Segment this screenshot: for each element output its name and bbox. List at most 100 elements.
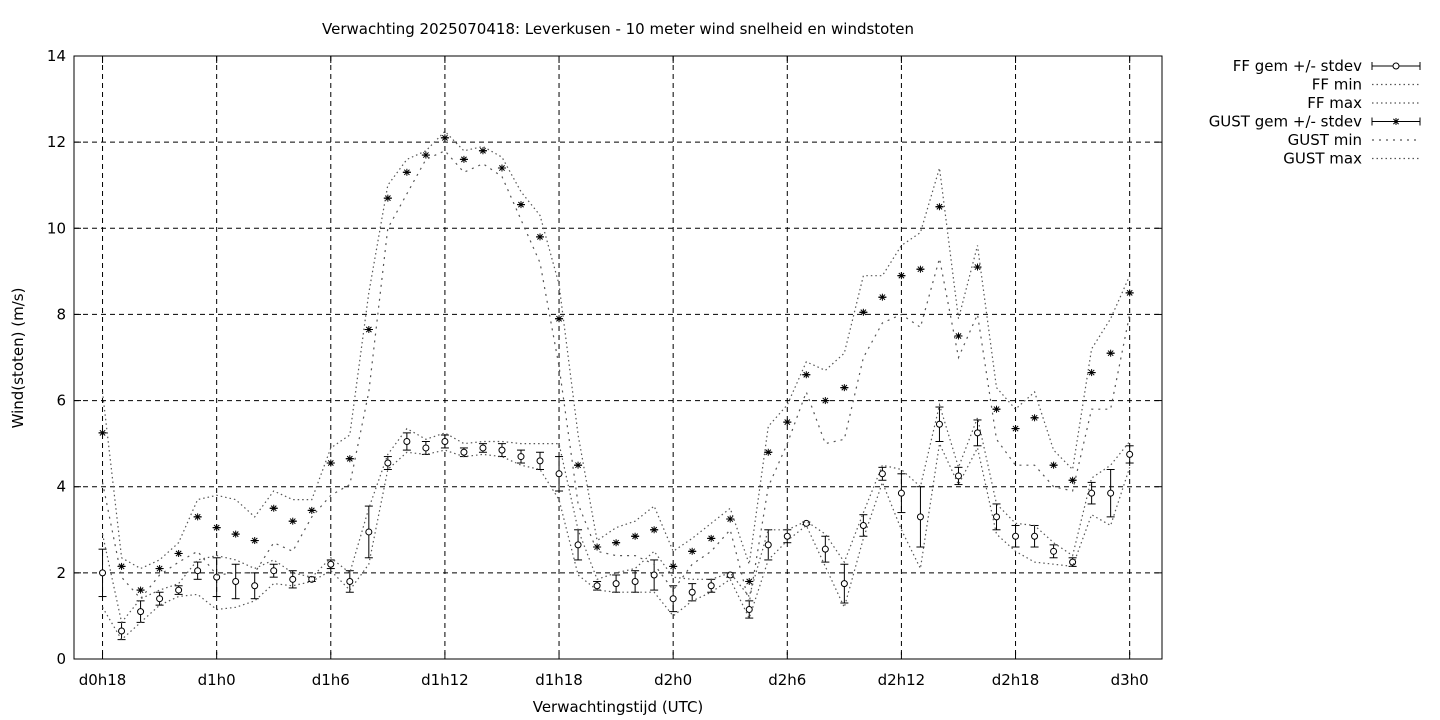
data-point-stroke [346,455,353,462]
data-point-stroke [289,518,296,525]
series-line-gust-min [101,150,1131,604]
data-point-stroke [784,419,791,426]
data-point-stroke [556,315,563,322]
data-point-stroke [746,578,753,585]
y-tick-label: 14 [47,47,66,65]
data-point [916,513,924,521]
data-point-stroke [441,134,448,141]
data-point [270,504,278,512]
data-point [460,448,468,456]
data-point [289,575,297,583]
data-point [213,573,221,581]
data-point-stroke [1107,350,1114,357]
data-point-stroke [594,544,601,550]
data-point-stroke [1069,477,1076,484]
data-point [612,580,620,588]
data-point-stroke [213,524,220,531]
series-ff-gem-stdev [98,406,1134,641]
data-point [251,537,259,545]
data-point [935,420,943,428]
x-tick-label: d1h12 [421,671,469,689]
data-point-stroke [232,531,239,538]
x-tick-label: d1h6 [312,671,350,689]
legend-marker-ff-gem-stdev [1392,62,1400,70]
data-point [213,524,221,532]
data-point-stroke [917,266,924,273]
data-point-stroke [1088,369,1095,376]
data-point [1126,289,1134,297]
data-point [346,577,354,585]
legend-label-gust-max: GUST max [1283,150,1362,168]
data-point-stroke [194,513,201,520]
data-point [1088,489,1096,497]
data-point [878,470,886,478]
data-point [536,233,544,241]
data-point [897,489,905,497]
data-point [802,371,810,379]
data-point [593,543,601,551]
data-point [726,515,734,523]
data-point [1107,489,1115,497]
data-point-stroke [384,195,391,202]
data-point [99,569,107,577]
data-point [764,541,772,549]
y-tick-label: 8 [56,305,66,323]
data-point [479,147,487,155]
x-axis-label: Verwachtingstijd (UTC) [533,698,704,716]
data-point [232,530,240,538]
plot-frame [73,55,1163,660]
data-point-stroke [99,429,106,436]
data-point [327,459,335,467]
data-point [536,457,544,465]
y-axis-label: Wind(stoten) (m/s) [9,288,27,429]
data-point [1069,476,1077,484]
data-point [308,506,316,514]
data-point [99,429,107,437]
data-point [175,586,183,594]
data-point-stroke [308,507,315,514]
data-point-stroke [118,563,125,570]
data-point [593,582,601,590]
legend-label-ff-gem-stdev: FF gem +/- stdev [1233,57,1362,75]
data-point [1031,414,1039,422]
x-tick-label: d1h18 [535,671,583,689]
data-point [156,565,164,573]
data-point [688,588,696,596]
data-point [707,582,715,590]
data-point-stroke [518,201,524,208]
series-gust-max [101,130,1131,570]
data-point [346,455,354,463]
data-point [669,562,677,570]
data-point [916,265,924,273]
x-tick-label: d2h0 [654,671,692,689]
series-gust-min [101,150,1131,604]
data-point [631,577,639,585]
data-point-stroke [822,397,829,404]
y-tick-label: 2 [56,564,66,582]
data-point-stroke [651,526,658,533]
x-tick-label: d3h0 [1111,671,1149,689]
data-point [859,308,867,316]
data-point-stroke [841,384,848,391]
data-point-stroke [422,152,429,159]
data-point-stroke [708,535,715,542]
data-point-stroke [327,460,334,467]
data-point-stroke [613,539,620,546]
x-tick-label: d2h6 [768,671,806,689]
data-point [745,577,753,585]
data-point-stroke [993,406,1000,413]
data-point [993,513,1001,521]
y-tick-label: 12 [47,133,66,151]
data-point [441,437,449,445]
data-point [498,164,506,172]
data-point-stroke [403,169,410,176]
data-point [289,517,297,525]
data-point [1050,547,1058,555]
data-point-stroke [537,233,543,240]
data-point [764,448,772,456]
data-point-stroke [1050,462,1057,469]
data-point [688,547,696,555]
data-point-stroke [156,565,163,572]
data-point [327,560,335,568]
data-point [878,293,886,301]
